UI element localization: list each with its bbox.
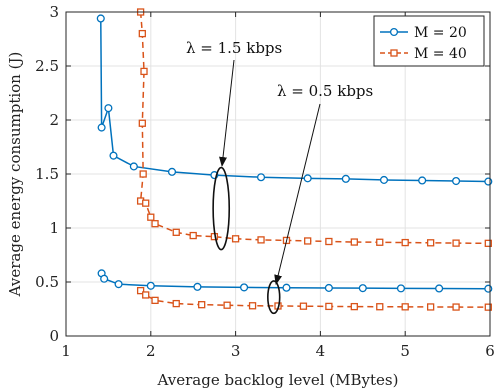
data-point [151,296,159,305]
series-line [140,290,489,308]
data-point [435,284,444,293]
data-point [396,284,406,293]
data-point [452,239,460,247]
data-point [147,213,155,221]
series-0-curve-0 [96,14,493,186]
data-point [452,176,461,186]
series-line [100,273,489,290]
annotation-label: λ = 0.5 kbps [277,82,373,100]
data-point [257,236,265,244]
data-point [325,302,333,311]
data-point [146,281,155,290]
data-point [256,173,266,182]
data-point [138,29,146,38]
legend: M = 20 M = 40 [373,15,485,67]
data-point [379,175,389,184]
series-layer [96,8,493,311]
data-point [401,238,409,247]
data-point [151,220,159,228]
series-1-curve-1 [136,286,492,311]
data-point [484,284,493,293]
annotation-ellipse [212,166,231,251]
legend-marker [389,27,399,37]
data-point [240,283,249,292]
data-point [189,231,197,240]
data-point [350,238,358,246]
data-point [97,123,106,132]
y-tick-label: 3 [49,3,59,21]
data-point [299,302,308,310]
ticks: 1 2 3 4 5 6 0 0.5 1 1.5 2 2.5 3 [35,3,495,360]
y-tick-label: 1.5 [35,165,59,183]
data-point [303,174,312,183]
data-point [248,302,257,310]
data-point [142,199,150,207]
data-point [114,280,123,289]
data-point [376,303,384,311]
data-point [304,237,312,245]
data-point [401,303,409,311]
data-point [104,104,113,113]
data-point [282,283,291,292]
data-point [484,177,493,186]
data-point [193,282,202,291]
data-point [142,291,150,299]
annotation-arrow [219,59,235,167]
x-axis-label: Average backlog level (MBytes) [157,371,399,389]
legend-label: M = 20 [414,25,467,41]
y-tick-label: 0 [49,327,59,345]
y-tick-label: 2 [49,111,59,129]
data-point [452,303,460,311]
legend-box [373,15,485,67]
data-point [484,303,492,311]
data-point [172,299,180,308]
series-line [139,11,489,245]
annotation-ellipse [267,280,281,315]
data-point [376,238,384,246]
series-0-curve-1 [97,269,493,293]
y-tick-label: 2.5 [35,57,59,75]
x-tick-label: 4 [316,342,326,360]
x-tick-label: 5 [400,342,410,360]
data-point [129,162,138,171]
data-point [426,303,435,311]
y-tick-label: 1 [49,219,59,237]
data-point [418,176,427,185]
data-point [172,228,180,236]
annotation-arrow [274,103,321,285]
data-point [100,274,109,283]
data-point [138,119,146,127]
data-point [484,239,492,247]
data-point [324,283,333,292]
legend-item: M = 40 [380,46,467,62]
legend-label: M = 40 [414,46,467,62]
data-point [140,67,148,76]
data-point [109,151,118,160]
data-point [350,302,358,311]
data-point [325,237,333,246]
data-point [231,235,240,243]
y-axis-label: Average energy consumption (J) [6,52,24,298]
series-line [100,18,489,183]
x-tick-label: 1 [61,342,71,360]
data-point [358,284,367,293]
data-point [96,14,105,23]
x-tick-label: 6 [485,342,495,360]
data-point [341,174,350,183]
data-point [167,167,177,176]
annotation-layer: λ = 1.5 kbps λ = 0.5 kbps [186,39,373,315]
data-point [223,301,231,309]
data-point [136,286,145,295]
x-tick-label: 3 [231,342,241,360]
x-tick-label: 2 [146,342,156,360]
data-point [198,301,206,309]
annotation-label: λ = 1.5 kbps [186,39,282,57]
y-tick-label: 0.5 [35,273,59,291]
data-point [139,170,147,178]
legend-marker [390,49,398,57]
legend-item: M = 20 [380,25,467,41]
series-1-curve-0 [136,8,492,247]
data-point [426,239,435,247]
